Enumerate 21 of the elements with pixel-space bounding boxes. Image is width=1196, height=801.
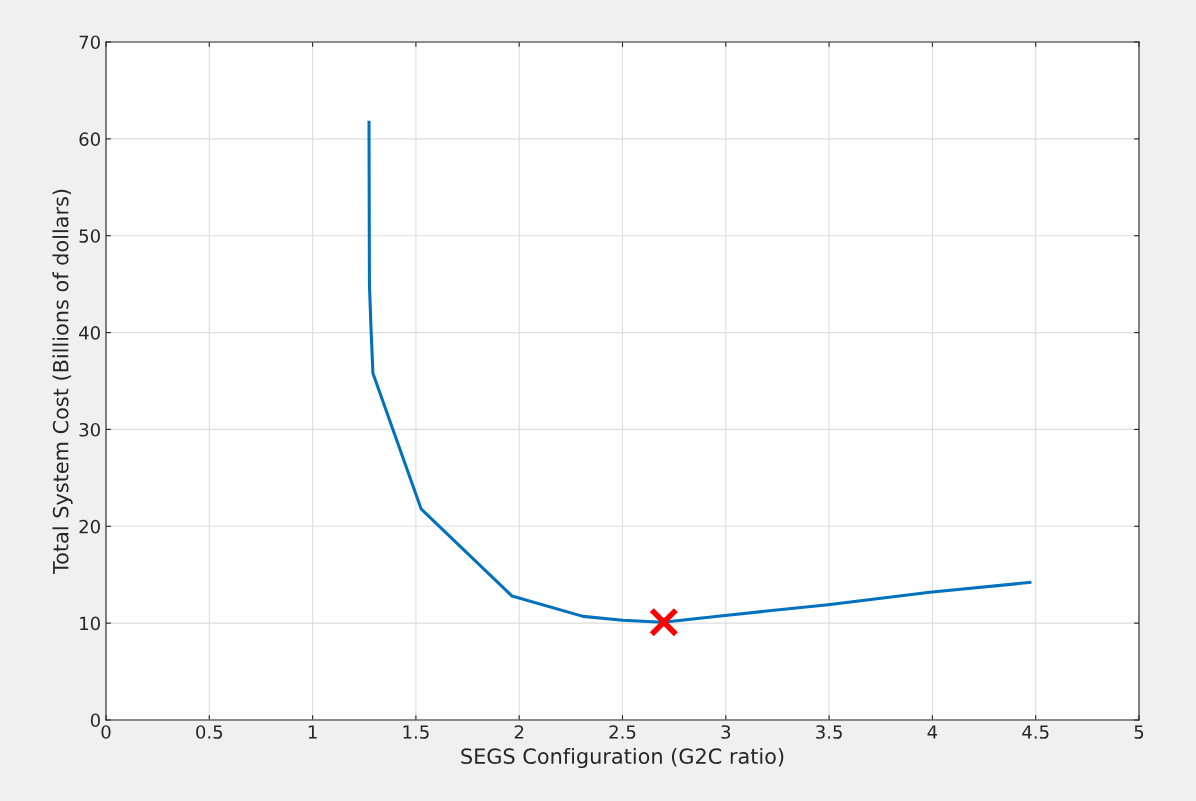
x-tick-label: 4.5 — [1022, 725, 1049, 739]
x-axis-title: SEGS Configuration (G2C ratio) — [461, 747, 784, 769]
x-tick-label: 3 — [721, 725, 731, 739]
y-tick-label: 30 — [79, 422, 100, 437]
y-tick-label: 0 — [90, 713, 100, 728]
x-tick-label: 0.5 — [196, 725, 223, 739]
y-axis-title: Total System Cost (Billions of dollars) — [52, 189, 73, 575]
x-tick-label: 1 — [308, 725, 317, 739]
x-tick-label: 1.5 — [403, 725, 429, 739]
y-tick-label: 20 — [79, 519, 100, 534]
y-tick-label: 40 — [79, 326, 100, 340]
y-tick-label: 70 — [79, 35, 100, 50]
x-tick-label: 5 — [1134, 725, 1144, 739]
y-tick-label: 10 — [80, 616, 100, 631]
x-tick-label: 3.5 — [816, 725, 842, 739]
x-tick-label: 0 — [101, 725, 111, 739]
x-tick-label: 2 — [514, 725, 524, 739]
y-tick-label: 50 — [79, 229, 100, 243]
y-tick-label: 60 — [79, 132, 100, 146]
x-tick-label: 4 — [927, 725, 938, 739]
x-tick-label: 2.5 — [609, 725, 636, 739]
